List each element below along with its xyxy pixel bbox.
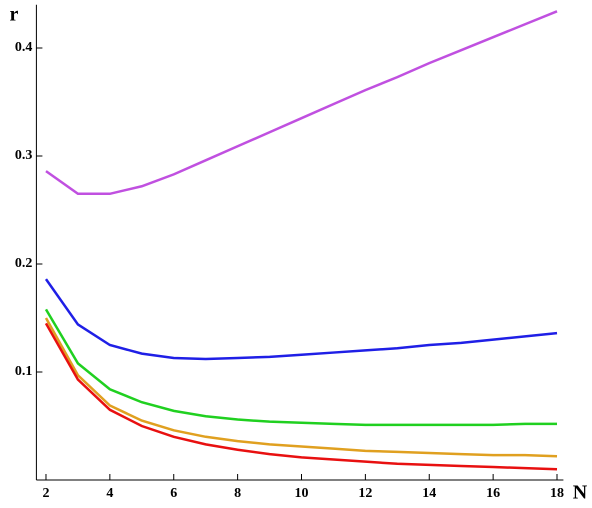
y-tick-label: 0.3 [15, 148, 33, 163]
y-axis-title: r [10, 4, 19, 26]
series-line [44, 322, 558, 471]
y-tick-label: 0.2 [15, 256, 33, 271]
y-tick-label: 0.1 [15, 364, 33, 379]
x-tick-label: 2 [42, 486, 49, 501]
x-tick-label: 6 [170, 486, 177, 501]
x-tick-label: 18 [550, 486, 564, 501]
series-line [44, 308, 558, 427]
x-tick-label: 8 [234, 486, 241, 501]
x-axis-title: N [573, 482, 588, 504]
x-tick-label: 16 [486, 486, 500, 501]
x-tick-label: 12 [358, 486, 372, 501]
y-tick-label: 0.4 [15, 40, 33, 55]
series-line [44, 278, 558, 361]
x-tick-label: 10 [294, 486, 308, 501]
x-tick-label: 14 [422, 486, 436, 501]
series-line [44, 317, 558, 458]
series-line [45, 10, 558, 196]
x-tick-label: 4 [106, 486, 113, 501]
